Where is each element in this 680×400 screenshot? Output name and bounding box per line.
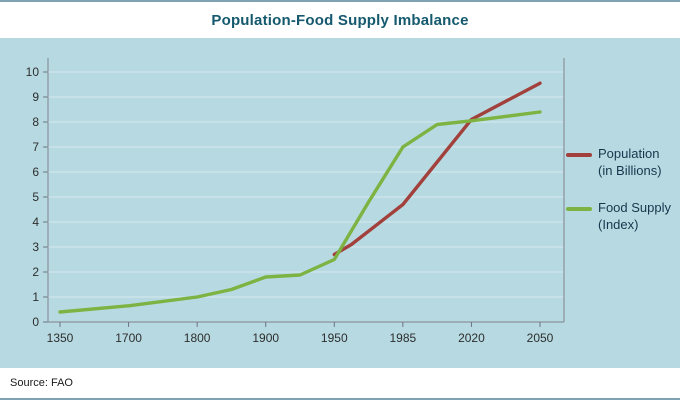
population-line-swatch: [566, 153, 592, 157]
svg-text:2: 2: [32, 265, 39, 279]
source-text: Source: FAO: [10, 377, 73, 389]
svg-text:0: 0: [32, 315, 39, 329]
legend-item-population: Population (in Billions): [566, 146, 674, 180]
svg-text:1900: 1900: [252, 331, 279, 345]
legend-label-population: Population (in Billions): [598, 146, 662, 178]
svg-text:1950: 1950: [321, 331, 348, 345]
legend-label-food-supply: Food Supply (Index): [598, 199, 671, 232]
svg-text:10: 10: [26, 65, 40, 79]
line-chart-plot: 0 1 2 3 4 5 6 7 8 9 10 1350 1700 1800 1900 1950 1985 2020…: [26, 58, 565, 345]
svg-text:8: 8: [32, 115, 39, 129]
svg-text:9: 9: [32, 90, 39, 104]
svg-text:2050: 2050: [527, 331, 554, 345]
title-bar: Population-Food Supply Imbalance: [0, 0, 680, 38]
svg-text:4: 4: [32, 215, 39, 229]
food-supply-line-swatch: [566, 206, 592, 211]
chart-title: Population-Food Supply Imbalance: [211, 11, 469, 29]
svg-text:6: 6: [32, 165, 39, 179]
legend-item-food-supply: Food Supply (Index): [566, 200, 674, 234]
svg-text:7: 7: [32, 140, 39, 154]
svg-text:1700: 1700: [115, 331, 142, 345]
svg-text:1985: 1985: [390, 331, 417, 345]
chart-region: 0 1 2 3 4 5 6 7 8 9 10 1350 1700 1800 1900 1950 1985 2020…: [0, 38, 680, 368]
legend: Population (in Billions) Food Supply (In…: [566, 146, 674, 234]
source-bar: Source: FAO: [0, 368, 680, 400]
svg-text:2020: 2020: [458, 331, 485, 345]
svg-text:3: 3: [32, 240, 39, 254]
svg-text:1800: 1800: [184, 331, 211, 345]
svg-text:1: 1: [32, 290, 39, 304]
svg-text:5: 5: [32, 190, 39, 204]
svg-text:1350: 1350: [47, 331, 74, 345]
